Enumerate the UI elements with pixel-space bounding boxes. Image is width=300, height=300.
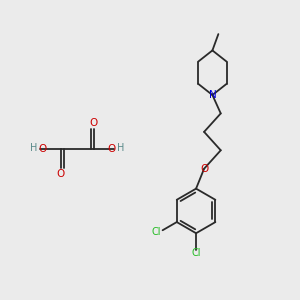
- Text: Cl: Cl: [191, 248, 201, 258]
- Text: H: H: [30, 142, 37, 153]
- Text: O: O: [200, 164, 208, 174]
- Text: O: O: [38, 143, 46, 154]
- Text: H: H: [117, 142, 124, 153]
- Text: N: N: [208, 90, 216, 100]
- Text: O: O: [108, 143, 116, 154]
- Text: Cl: Cl: [152, 227, 161, 237]
- Text: O: O: [57, 169, 65, 179]
- Text: O: O: [89, 118, 98, 128]
